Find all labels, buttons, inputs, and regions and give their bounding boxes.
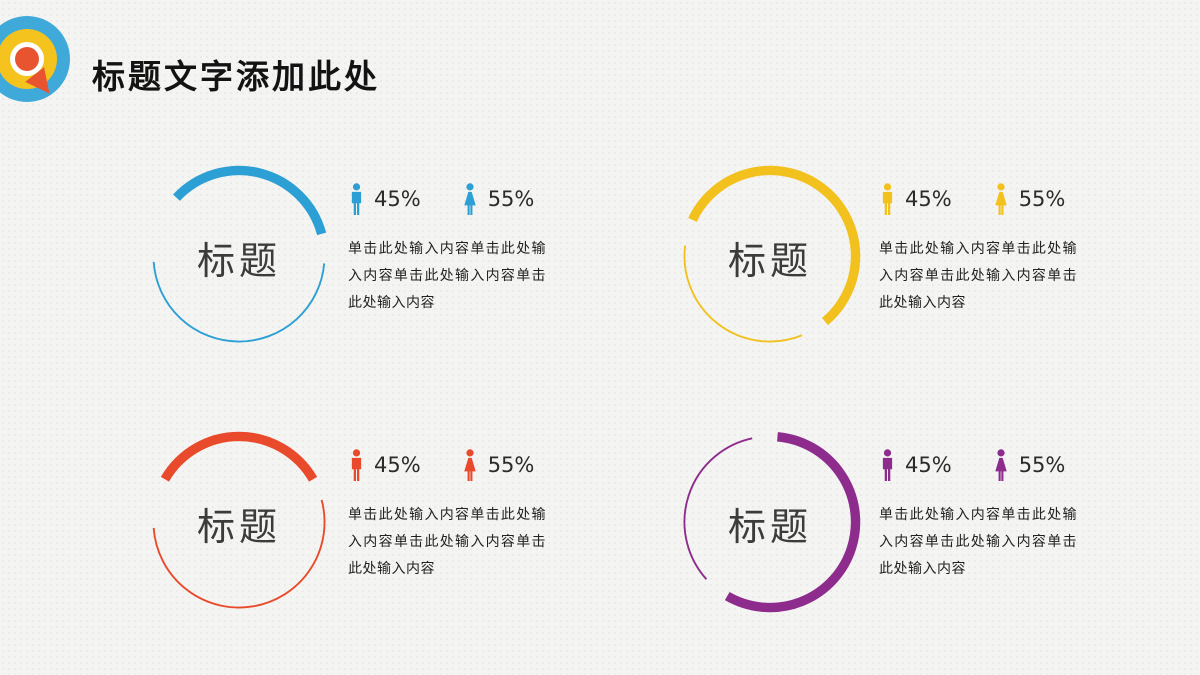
male-percentage: 45% bbox=[374, 453, 421, 477]
stat-card-top-right: 标题 45% 55% 单击此处输入内容单击此处输入内容单击此处输入内容单击此处输… bbox=[676, 162, 1200, 428]
male-icon bbox=[348, 449, 365, 481]
target-logo bbox=[0, 16, 70, 102]
donut-ring bbox=[676, 428, 864, 616]
body-text: 单击此处输入内容单击此处输入内容单击此处输入内容单击此处输入内容 bbox=[879, 507, 1077, 577]
donut-ring bbox=[145, 428, 333, 616]
body-text: 单击此处输入内容单击此处输入内容单击此处输入内容单击此处输入内容 bbox=[879, 241, 1077, 311]
circle-title: 标题 bbox=[196, 505, 281, 549]
gender-stats: 45% 55% bbox=[348, 448, 534, 482]
stat-card-bottom-right: 标题 45% 55% 单击此处输入内容单击此处输入内容单击此处输入内容单击此处输… bbox=[676, 428, 1200, 675]
circle-title: 标题 bbox=[196, 239, 281, 283]
male-icon bbox=[879, 183, 896, 215]
body-text: 单击此处输入内容单击此处输入内容单击此处输入内容单击此处输入内容 bbox=[348, 507, 546, 577]
male-percentage: 45% bbox=[905, 453, 952, 477]
circle-title: 标题 bbox=[727, 505, 812, 549]
donut-ring bbox=[145, 162, 333, 350]
female-icon bbox=[461, 183, 479, 215]
page-title: 标题文字添加此处 bbox=[92, 57, 380, 97]
circle-title: 标题 bbox=[727, 239, 812, 283]
donut-ring bbox=[676, 162, 864, 350]
male-icon bbox=[348, 183, 365, 215]
female-percentage: 55% bbox=[487, 187, 535, 211]
female-percentage: 55% bbox=[1018, 187, 1066, 211]
female-icon bbox=[992, 449, 1010, 481]
body-text: 单击此处输入内容单击此处输入内容单击此处输入内容单击此处输入内容 bbox=[348, 241, 546, 311]
gender-stats: 45% 55% bbox=[879, 182, 1065, 216]
male-percentage: 45% bbox=[374, 187, 421, 211]
female-icon bbox=[461, 449, 479, 481]
male-percentage: 45% bbox=[905, 187, 952, 211]
gender-stats: 45% 55% bbox=[879, 448, 1065, 482]
logo-bullseye bbox=[15, 47, 39, 71]
female-percentage: 55% bbox=[487, 453, 535, 477]
male-icon bbox=[879, 449, 896, 481]
female-icon bbox=[992, 183, 1010, 215]
gender-stats: 45% 55% bbox=[348, 182, 534, 216]
stat-card-bottom-left: 标题 45% 55% 单击此处输入内容单击此处输入内容单击此处输入内容单击此处输… bbox=[145, 428, 705, 675]
stat-card-top-left: 标题 45% 55% 单击此处输入内容单击此处输入内容单击此处输入内容单击此处输… bbox=[145, 162, 705, 428]
female-percentage: 55% bbox=[1018, 453, 1066, 477]
